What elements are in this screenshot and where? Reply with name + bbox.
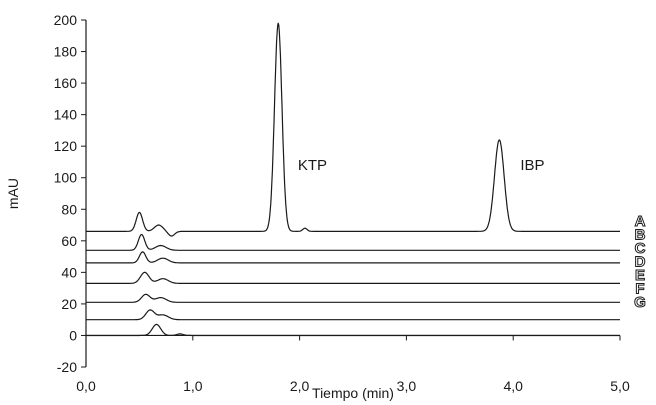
x-tick-label: 2,0 [290, 378, 310, 394]
x-tick-label: 4,0 [503, 378, 523, 394]
y-tick-label: 20 [61, 296, 77, 312]
y-tick-label: 140 [54, 107, 78, 123]
y-tick-label: 60 [61, 233, 77, 249]
trace-g [85, 323, 621, 337]
trace-label-e: E [635, 267, 645, 284]
trace-label-d: D [635, 254, 646, 271]
x-tick-label: 1,0 [183, 378, 203, 394]
trace-c [85, 251, 621, 264]
trace-e [85, 293, 621, 303]
trace-label-a: A [635, 213, 646, 230]
y-tick-label: 100 [54, 170, 78, 186]
y-tick-label: 120 [54, 138, 78, 154]
peak-annotation: IBP [520, 157, 544, 174]
trace-label-f: F [635, 281, 644, 298]
x-tick-label: 5,0 [610, 378, 630, 394]
y-tick-label: 160 [54, 75, 78, 91]
trace-label-b: B [635, 227, 646, 244]
x-tick-label: 0,0 [76, 378, 96, 394]
peak-annotations: KTP IBP [298, 157, 545, 174]
trace-f [85, 309, 621, 321]
y-tick-label: 80 [61, 201, 77, 217]
trace-group [85, 22, 621, 337]
y-axis-ticks: -20 0 20 40 60 80 100 120 140 160 180 200 [54, 12, 86, 375]
trace-b [85, 233, 621, 251]
trace-a [85, 22, 621, 237]
y-tick-label: 40 [61, 264, 77, 280]
trace-label-g: G [634, 294, 646, 311]
y-tick-label: -20 [57, 359, 77, 375]
y-tick-label: 0 [69, 327, 77, 343]
y-axis-title: mAU [5, 178, 21, 209]
peak-annotation: KTP [298, 157, 327, 174]
trace-d [85, 271, 621, 284]
x-tick-label: 3,0 [397, 378, 417, 394]
x-axis-title: Tiempo (min) [312, 385, 394, 401]
y-tick-label: 200 [54, 12, 78, 28]
y-tick-label: 180 [54, 44, 78, 60]
trace-label-c: C [635, 240, 646, 257]
